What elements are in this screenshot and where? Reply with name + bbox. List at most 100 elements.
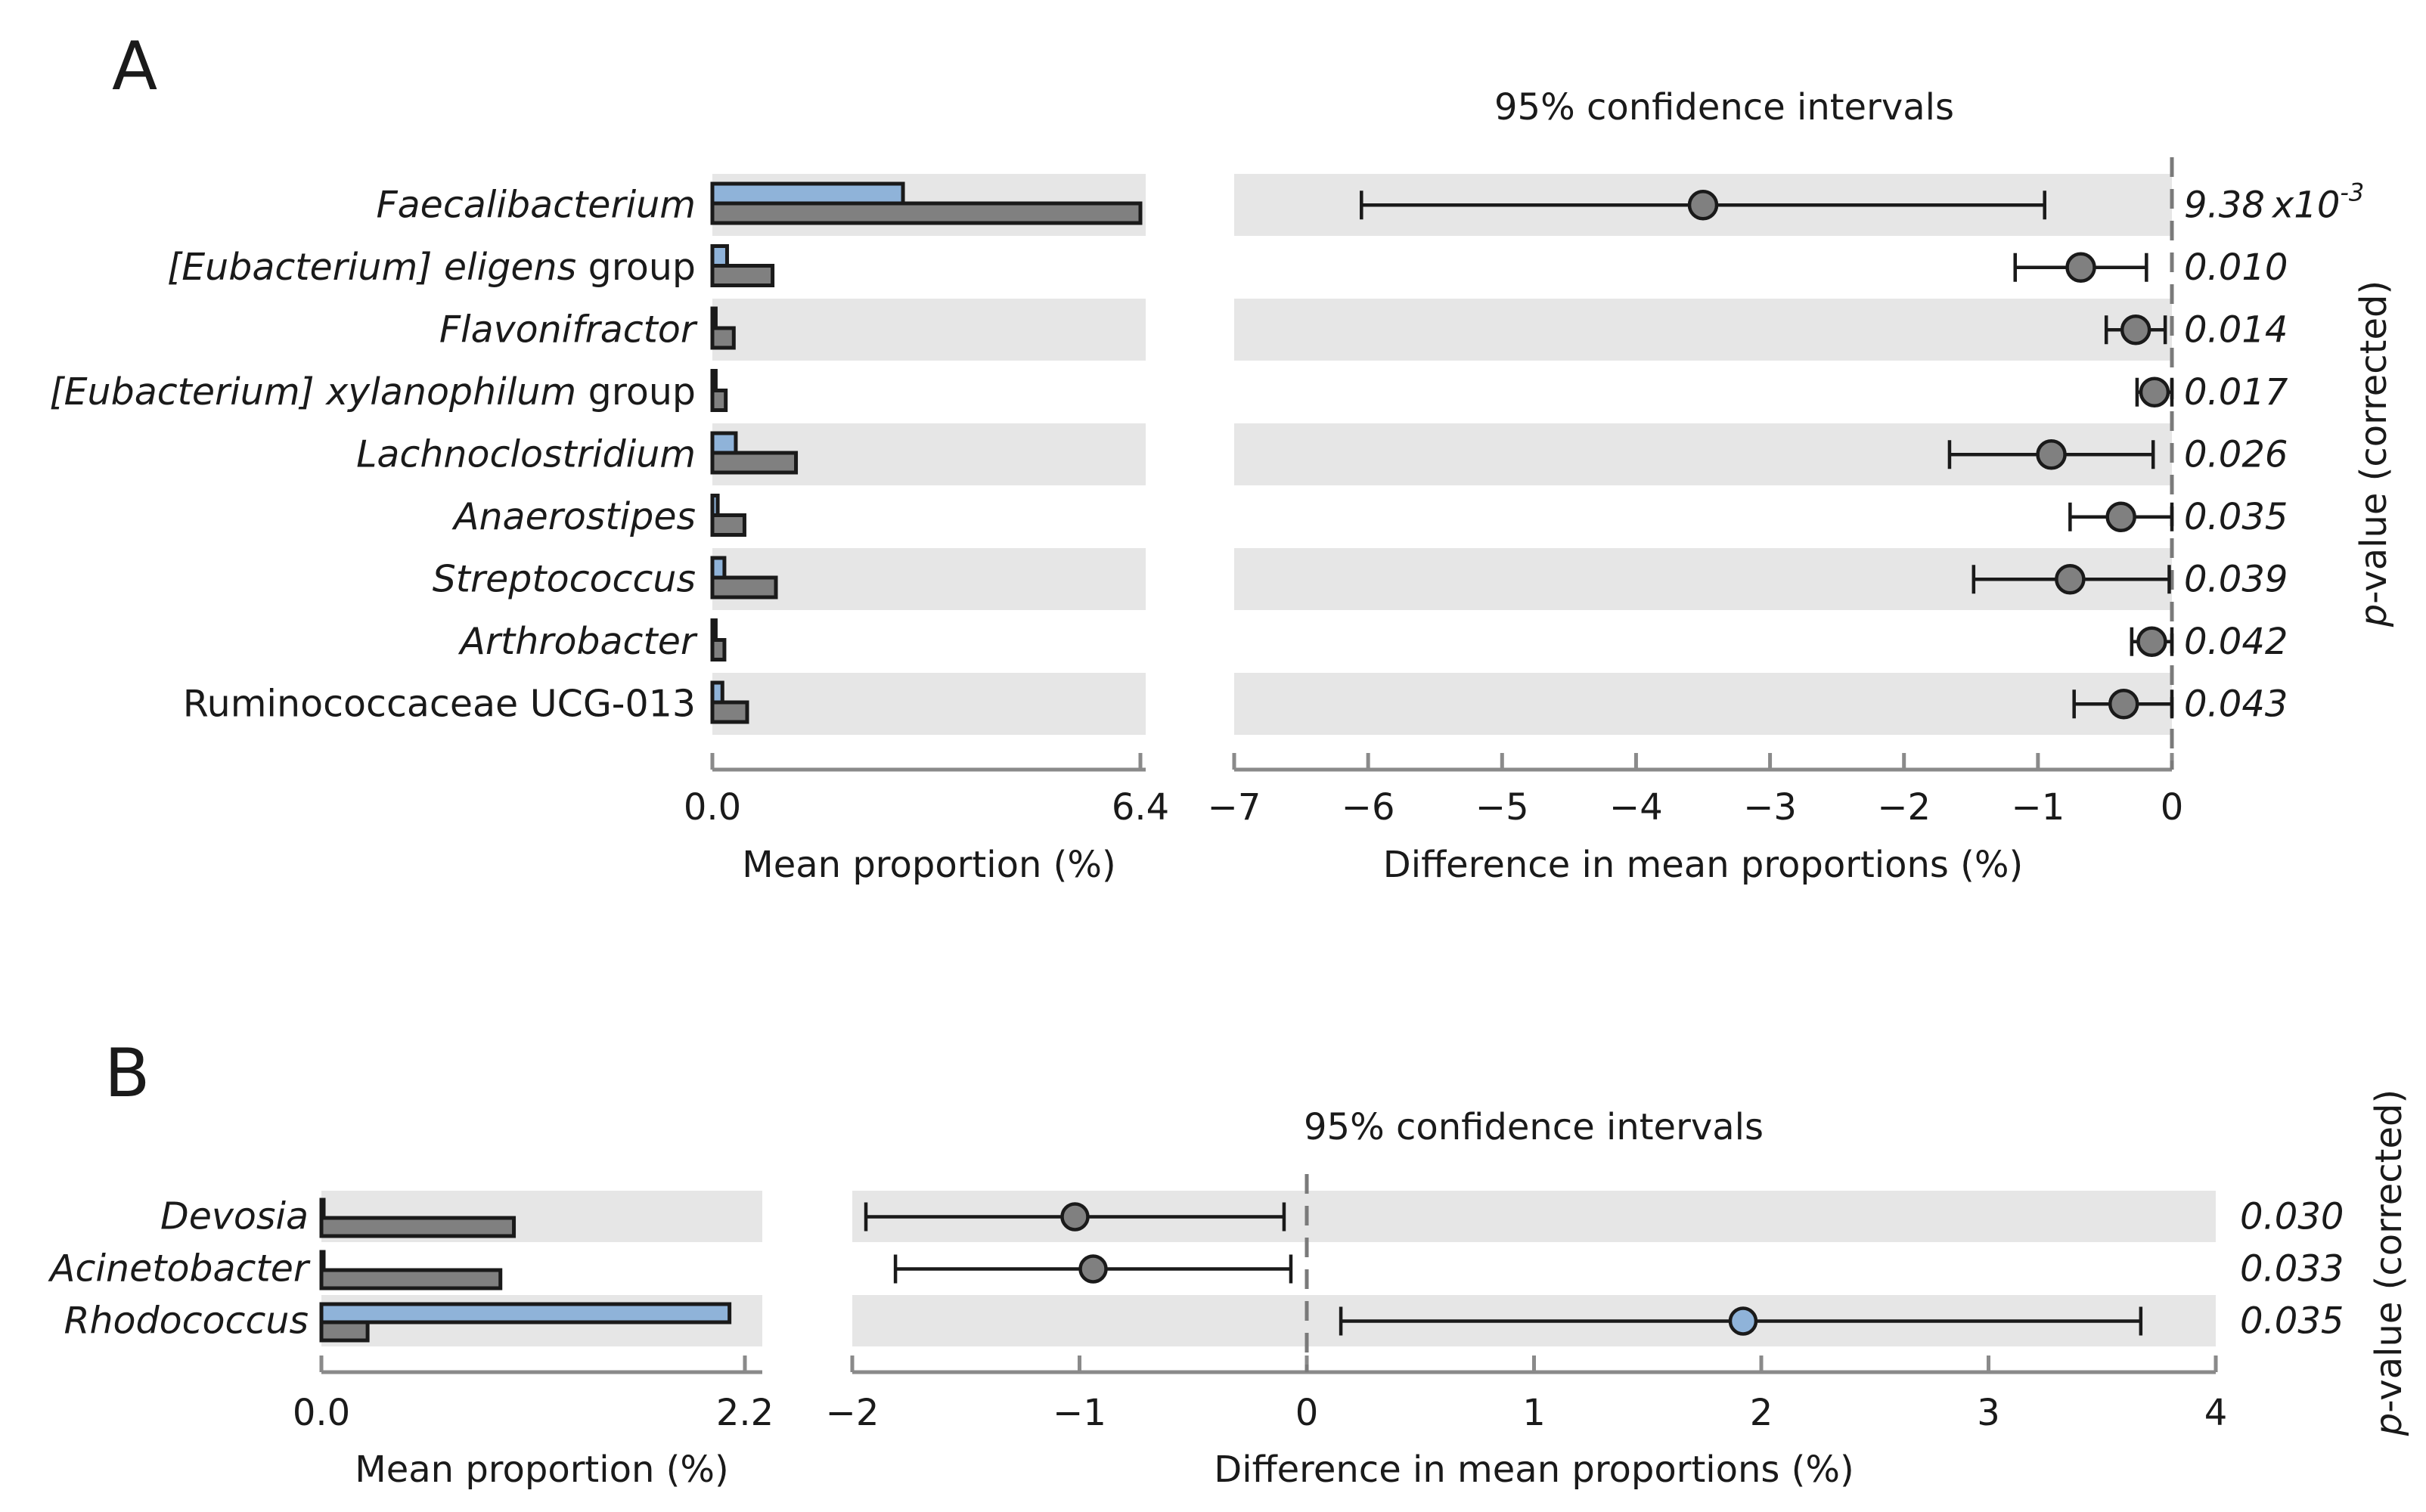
bar-x-tick-label: 6.4 bbox=[1112, 786, 1169, 829]
mean-proportion-bar bbox=[319, 1198, 326, 1220]
mean-proportion-bar bbox=[710, 638, 727, 662]
mean-proportion-bar bbox=[710, 451, 799, 475]
diff-x-tick-label: −6 bbox=[1342, 786, 1395, 829]
mean-proportion-bar bbox=[710, 244, 729, 268]
p-value-text: 0.033 bbox=[2240, 1248, 2344, 1290]
taxon-name-italic: Anaerostipes bbox=[451, 495, 696, 538]
difference-point bbox=[1687, 190, 1719, 221]
diff-x-tick-label: −2 bbox=[826, 1392, 880, 1434]
p-value-axis-title-rest: -value (corrected) bbox=[2353, 280, 2395, 604]
p-value-text: 0.035 bbox=[2240, 1300, 2344, 1343]
mean-proportion-bar bbox=[710, 618, 718, 642]
diff-x-tick-label: −2 bbox=[1877, 786, 1931, 829]
difference-point bbox=[2120, 314, 2151, 345]
p-value: 0.035 bbox=[2240, 1300, 2344, 1343]
difference-point bbox=[2036, 439, 2067, 470]
mean-proportion-bar bbox=[319, 1320, 370, 1343]
taxon-label: Arthrobacter bbox=[458, 620, 697, 663]
row-band bbox=[712, 673, 1146, 735]
p-value: 0.039 bbox=[2184, 558, 2288, 600]
row-band bbox=[1234, 673, 2172, 735]
p-value: 0.043 bbox=[2184, 683, 2288, 725]
taxon-label: Ruminococcaceae UCG-013 bbox=[183, 682, 696, 725]
difference-point bbox=[1060, 1202, 1090, 1232]
mean-proportion-bar bbox=[319, 1216, 517, 1238]
mean-proportion-bar bbox=[710, 264, 775, 287]
p-value-axis-title: p-value (corrected) bbox=[2368, 1089, 2410, 1436]
bar-x-tick-label: 0.0 bbox=[293, 1392, 350, 1434]
p-value: 0.017 bbox=[2184, 371, 2288, 414]
difference-point bbox=[2055, 564, 2086, 595]
difference-point bbox=[1728, 1306, 1758, 1336]
mean-proportion-bar bbox=[710, 389, 728, 412]
p-value: 0.014 bbox=[2184, 308, 2288, 351]
taxon-label: Anaerostipes bbox=[451, 495, 696, 538]
taxon-name-italic: [Eubacterium] xylanophilum bbox=[49, 370, 576, 414]
diff-x-tick-label: −4 bbox=[1609, 786, 1663, 829]
taxon-label: Rhodococcus bbox=[64, 1300, 309, 1343]
mean-proportion-bar bbox=[710, 201, 1143, 225]
p-value-text: 0.042 bbox=[2184, 621, 2288, 663]
taxon-name-italic: Flavonifractor bbox=[439, 308, 698, 351]
p-value: 0.042 bbox=[2184, 621, 2288, 663]
taxon-label: Faecalibacterium bbox=[376, 183, 696, 226]
p-value-text: 0.039 bbox=[2184, 558, 2288, 600]
p-value-text: 0.014 bbox=[2184, 308, 2288, 351]
p-value-text: 0.010 bbox=[2184, 246, 2288, 289]
p-value-suffix: x10 bbox=[2271, 184, 2340, 226]
mean-proportion-bar bbox=[710, 306, 718, 330]
p-value-axis-title: p-value (corrected) bbox=[2353, 280, 2395, 627]
mean-proportion-bar bbox=[710, 431, 738, 455]
bar-x-tick-label: 0.0 bbox=[684, 786, 741, 829]
ci-title: 95% confidence intervals bbox=[1494, 86, 1954, 129]
taxon-label: Devosia bbox=[160, 1195, 309, 1238]
bar-x-tick-label: 2.2 bbox=[716, 1392, 774, 1434]
taxon-name-italic: Acinetobacter bbox=[48, 1247, 311, 1290]
mean-proportion-bar bbox=[710, 494, 720, 517]
mean-proportion-bar bbox=[710, 326, 736, 350]
difference-point bbox=[2139, 376, 2170, 407]
diff-x-tick-label: −1 bbox=[2011, 786, 2065, 829]
mean-proportion-bar bbox=[319, 1302, 732, 1325]
panel-label: A bbox=[112, 27, 157, 105]
p-value-text: 0.026 bbox=[2184, 433, 2288, 476]
taxon-label: Acinetobacter bbox=[48, 1247, 311, 1290]
p-value-text: 0.030 bbox=[2240, 1196, 2344, 1238]
difference-point bbox=[2105, 501, 2136, 532]
mean-proportion-bar bbox=[710, 181, 905, 206]
taxon-label: Streptococcus bbox=[433, 557, 696, 600]
taxon-name-italic: Devosia bbox=[160, 1195, 309, 1238]
taxon-name-plain: Ruminococcaceae UCG-013 bbox=[183, 682, 696, 725]
taxon-label: Flavonifractor bbox=[439, 308, 698, 351]
difference-point bbox=[2065, 252, 2096, 283]
p-value-axis-title-italic: p bbox=[2353, 604, 2395, 627]
taxon-name-italic: Streptococcus bbox=[433, 557, 696, 600]
row-band bbox=[712, 299, 1146, 361]
taxon-name-italic: Rhodococcus bbox=[64, 1300, 309, 1343]
diff-x-tick-label: −5 bbox=[1475, 786, 1529, 829]
difference-point bbox=[2108, 689, 2139, 720]
diff-x-axis-title: Difference in mean proportions (%) bbox=[1214, 1448, 1854, 1491]
p-value-text: 0.035 bbox=[2184, 496, 2288, 538]
p-value: 9.38 x10-3 bbox=[2184, 178, 2364, 226]
mean-proportion-bar bbox=[710, 680, 724, 705]
diff-x-tick-label: −7 bbox=[1208, 786, 1261, 829]
mean-proportion-bar bbox=[710, 369, 718, 392]
p-value-text: 9.38 bbox=[2184, 184, 2265, 226]
p-value: 0.035 bbox=[2184, 496, 2288, 538]
bar-x-axis-title: Mean proportion (%) bbox=[742, 844, 1115, 886]
panel-b: B 95% confidence intervals Devosia Acinetob… bbox=[48, 1034, 2410, 1491]
taxon-name-italic: Faecalibacterium bbox=[376, 183, 696, 226]
diff-x-tick-label: −3 bbox=[1743, 786, 1797, 829]
mean-proportion-bar bbox=[319, 1268, 503, 1290]
taxon-name-plain: group bbox=[576, 246, 696, 289]
ci-title: 95% confidence intervals bbox=[1304, 1106, 1764, 1148]
p-value-axis-title-rest: -value (corrected) bbox=[2368, 1089, 2410, 1413]
diff-x-tick-label: 0 bbox=[2161, 786, 2184, 829]
taxon-name-italic: Lachnoclostridium bbox=[356, 432, 696, 476]
p-value: 0.033 bbox=[2240, 1248, 2344, 1290]
diff-x-tick-label: 4 bbox=[2204, 1392, 2228, 1434]
diff-x-axis-title: Difference in mean proportions (%) bbox=[1383, 844, 2023, 886]
row-band bbox=[1234, 299, 2172, 361]
diff-x-tick-label: 2 bbox=[1750, 1392, 1773, 1434]
